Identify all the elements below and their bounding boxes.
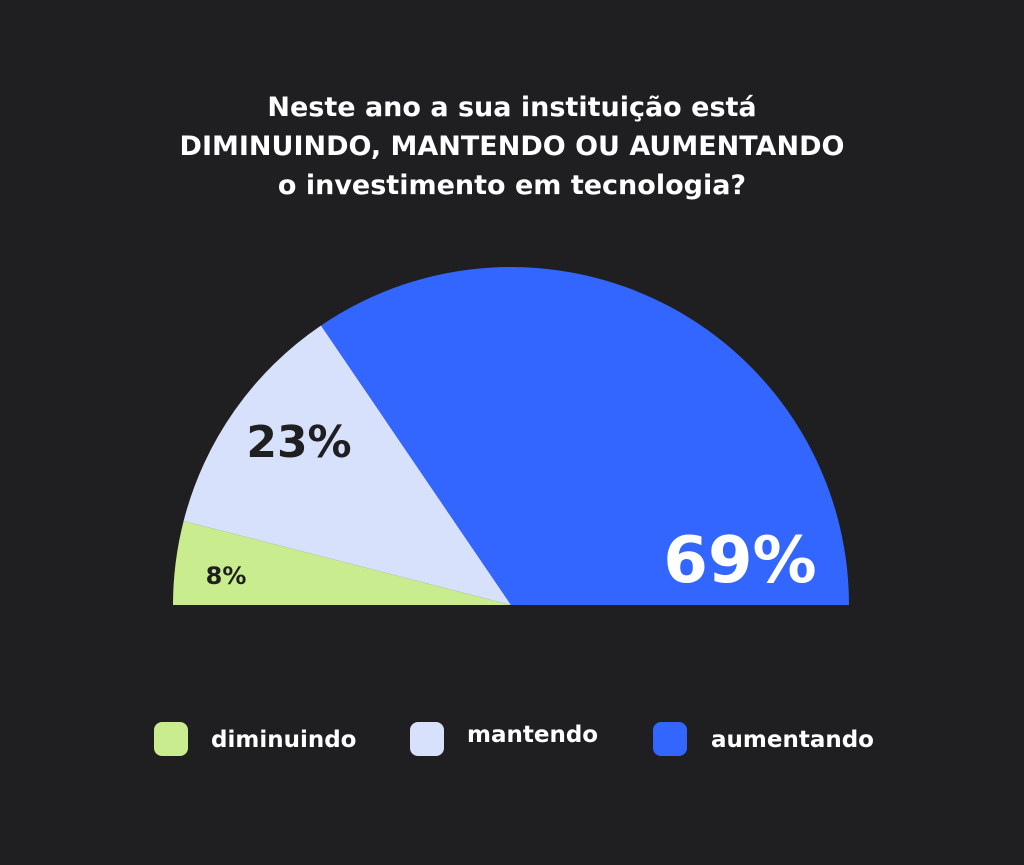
legend-swatch-diminuindo	[154, 722, 188, 756]
slice-label-mantendo: 23%	[246, 417, 351, 468]
chart-title-line-1: Neste ano a sua instituição está	[267, 92, 757, 123]
slice-mantendo	[183, 325, 511, 605]
chart-title-line-2: DIMINUINDO, MANTENDO OU AUMENTANDO	[179, 131, 845, 162]
slice-diminuindo	[173, 520, 511, 605]
slice-label-aumentando: 69%	[663, 524, 816, 598]
legend-label-diminuindo: diminuindo	[211, 727, 357, 753]
chart-title-line-3: o investimento em tecnologia?	[277, 170, 747, 201]
chart-title: Neste ano a sua instituição está DIMINUI…	[0, 88, 1024, 205]
slice-aumentando	[321, 267, 849, 605]
legend-swatch-aumentando	[653, 722, 687, 756]
legend-label-aumentando: aumentando	[711, 727, 874, 753]
legend-label-mantendo: mantendo	[467, 722, 599, 748]
legend-swatch-mantendo	[410, 722, 444, 756]
slice-label-diminuindo: 8%	[206, 562, 247, 590]
